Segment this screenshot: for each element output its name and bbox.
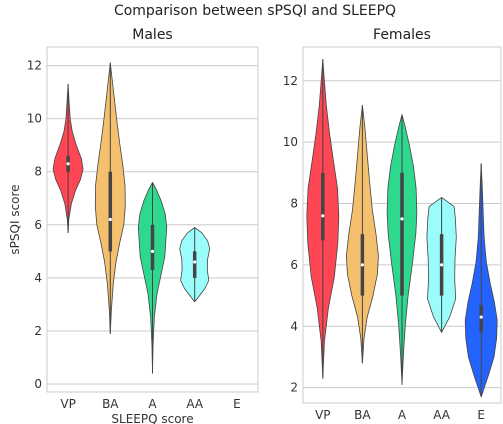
x-tick-label: BA	[354, 408, 371, 422]
y-tick-label: 4	[290, 319, 298, 333]
y-tick-label: 12	[283, 74, 298, 88]
y-axis-label: sPSQI score	[8, 184, 22, 254]
panel-title: Females	[373, 27, 431, 43]
x-tick-label: E	[477, 408, 485, 422]
violin-median	[440, 263, 444, 267]
x-tick-label: VP	[315, 408, 330, 422]
panel-title: Males	[132, 27, 172, 43]
x-tick-label: A	[148, 397, 157, 411]
x-tick-label: BA	[102, 397, 119, 411]
y-tick-label: 12	[27, 59, 42, 73]
violin-median	[66, 162, 70, 166]
violin-median	[193, 260, 197, 264]
y-tick-label: 6	[34, 218, 42, 232]
plot-frame	[46, 46, 259, 393]
y-tick-label: 8	[34, 165, 42, 179]
violin-median	[321, 214, 325, 218]
violin-median	[150, 249, 155, 253]
y-tick-label: 6	[290, 258, 298, 272]
y-tick-label: 0	[34, 377, 42, 391]
y-tick-label: 10	[283, 135, 298, 149]
y-tick-label: 2	[290, 381, 298, 395]
violin-median	[400, 217, 404, 221]
x-tick-label: AA	[186, 397, 204, 411]
violin-median	[360, 263, 364, 267]
x-axis-label: SLEEPQ score	[111, 412, 193, 424]
violin-median	[479, 315, 483, 319]
y-tick-label: 2	[34, 324, 42, 338]
y-tick-label: 10	[27, 112, 42, 126]
x-tick-label: AA	[433, 408, 451, 422]
y-tick-label: 4	[34, 271, 42, 285]
x-tick-label: A	[398, 408, 407, 422]
plot-frame	[302, 46, 502, 404]
violin-median	[108, 217, 112, 222]
x-tick-label: E	[233, 397, 241, 411]
y-tick-label: 8	[290, 197, 298, 211]
figure-title: Comparison between sPSQI and SLEEPQ	[114, 3, 396, 19]
x-tick-label: VP	[60, 397, 75, 411]
